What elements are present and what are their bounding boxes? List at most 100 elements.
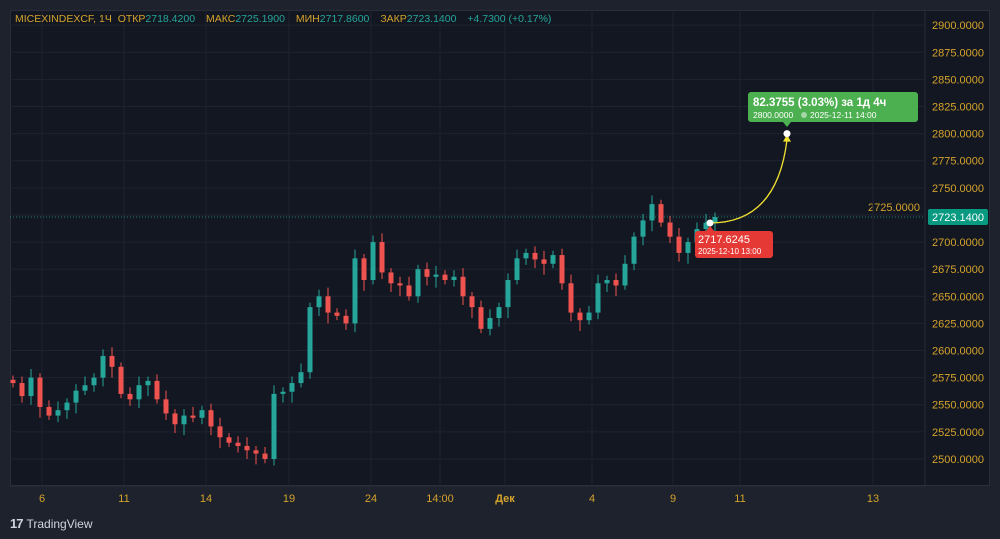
tradingview-logo-icon[interactable]: 17	[10, 516, 24, 531]
symbol-name[interactable]: MICEXINDEXCF, 1Ч	[15, 13, 112, 25]
clock-icon	[801, 112, 807, 118]
symbol-legend: MICEXINDEXCF, 1Ч ОТКР2718.4200 МАКС2725.…	[15, 13, 559, 25]
candle-body	[541, 259, 547, 264]
price-tick-label: 2750.0000	[932, 183, 984, 195]
projection-curve	[709, 139, 788, 224]
end-point-handle[interactable]	[783, 130, 791, 138]
time-tick-label: 19	[283, 493, 295, 505]
candle-body	[55, 410, 61, 416]
candle-body	[253, 450, 259, 454]
candle-body	[73, 390, 79, 403]
candle-body	[10, 379, 16, 384]
open-label: ОТКР	[117, 13, 146, 25]
candle-body	[586, 312, 592, 321]
candle-body	[118, 366, 124, 394]
start-price-text: 2717.6245	[698, 234, 750, 246]
arrow-head-icon	[783, 134, 791, 142]
price-tick-label: 2525.0000	[932, 427, 984, 439]
candle-body	[307, 307, 313, 373]
target-label-box	[748, 92, 918, 122]
candle-body	[28, 377, 34, 397]
candle-body	[127, 393, 133, 400]
candle-body	[505, 280, 511, 308]
candle-body	[181, 415, 187, 425]
time-tick-label: 13	[867, 493, 879, 505]
price-tick-label: 2675.0000	[932, 264, 984, 276]
brand-name[interactable]: TradingView	[26, 516, 93, 531]
candle-body	[64, 402, 70, 411]
time-tick-label: 14:00	[426, 493, 454, 505]
time-tick-label: 11	[118, 493, 129, 505]
candle-body	[190, 415, 196, 418]
candle-body	[532, 252, 538, 260]
close-label: ЗАКР	[380, 13, 407, 25]
current-price-value: 2723.1400	[932, 212, 984, 224]
candle-body	[199, 410, 205, 418]
candle-body	[658, 204, 664, 223]
price-tick-label: 2900.0000	[932, 20, 984, 32]
candle-body	[244, 445, 250, 451]
candle-body	[361, 258, 367, 281]
candle-body	[226, 437, 232, 443]
candle-body	[163, 399, 169, 414]
candle-body	[46, 406, 52, 416]
candle-body	[298, 372, 304, 384]
candle-body	[478, 307, 484, 329]
candle-body	[496, 307, 502, 318]
candle-body	[397, 283, 403, 286]
target-price-text: 2800.0000	[753, 110, 793, 120]
candle-body	[325, 296, 331, 313]
time-tick-label: 24	[365, 493, 377, 505]
price-tick-label: 2575.0000	[932, 373, 984, 385]
candle-body	[703, 222, 709, 230]
price-tick-label: 2625.0000	[932, 318, 984, 330]
candle-body	[262, 453, 268, 459]
candle-body	[91, 377, 97, 386]
candle-body	[676, 236, 682, 253]
change-value: +4.7300 (+0.17%)	[467, 13, 552, 25]
candle-body	[208, 410, 214, 427]
candle-body	[154, 380, 160, 400]
candle-body	[235, 442, 241, 446]
start-point-handle[interactable]	[706, 219, 714, 227]
candle-body	[433, 274, 439, 277]
current-price-tag	[928, 208, 988, 225]
candle-body	[334, 312, 340, 316]
candle-body	[442, 274, 448, 281]
time-tick-label: 14	[200, 493, 212, 505]
price-tick-label: 2725.0000	[868, 202, 920, 214]
low-label: МИН	[295, 13, 320, 25]
candle-body	[649, 204, 655, 221]
candle-body	[406, 285, 412, 297]
candle-body	[460, 276, 466, 297]
candle-body	[514, 258, 520, 281]
candle-body	[280, 391, 286, 394]
open-value: 2718.4200	[145, 13, 196, 25]
chart-area[interactable]	[10, 10, 990, 486]
price-tick-label: 2775.0000	[932, 156, 984, 168]
candle-body	[640, 220, 646, 237]
high-label: МАКС	[205, 13, 236, 25]
price-tick-label: 2825.0000	[932, 102, 984, 114]
price-tick-label: 2800.0000	[932, 129, 984, 141]
footer: 17 TradingView	[10, 516, 93, 531]
candle-body	[352, 258, 358, 324]
price-tick-label: 2850.0000	[932, 74, 984, 86]
candle-body	[343, 315, 349, 324]
result-text: 82.3755 (3.03%) за 1д 4ч	[753, 97, 886, 109]
candle-body	[604, 280, 610, 284]
price-tick-label: 2600.0000	[932, 346, 984, 358]
start-time-text: 2025-12-10 13:00	[698, 247, 762, 256]
candle-body	[316, 296, 322, 308]
price-tick-label: 2700.0000	[932, 237, 984, 249]
candle-body	[19, 383, 25, 397]
candle-body	[559, 255, 565, 284]
candle-body	[109, 355, 115, 367]
candle-body	[685, 242, 691, 253]
time-tick-label: 4	[589, 493, 595, 505]
time-tick-label: Дек	[495, 493, 515, 505]
candle-body	[712, 216, 718, 223]
candle-body	[415, 269, 421, 297]
price-tick-label: 2500.0000	[932, 454, 984, 466]
